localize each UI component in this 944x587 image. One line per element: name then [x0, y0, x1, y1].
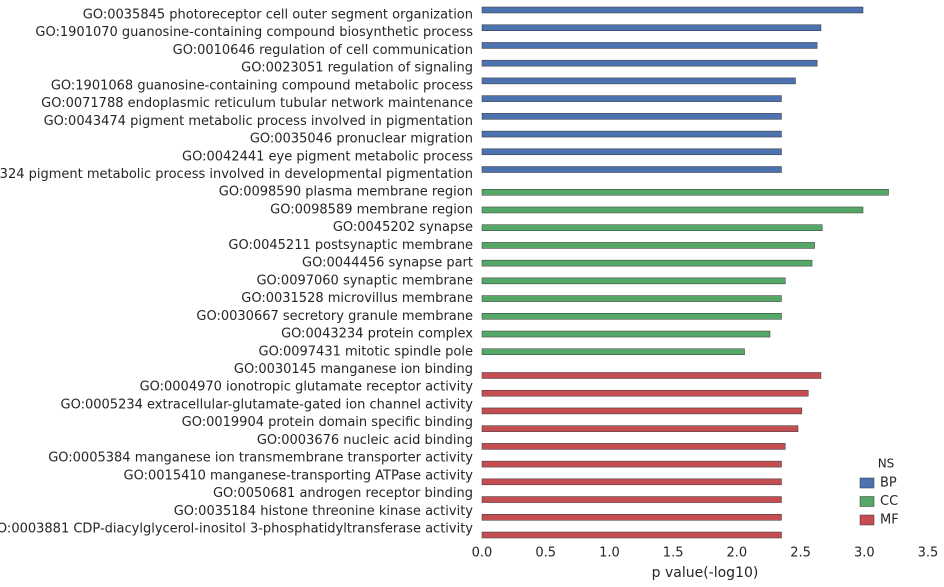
- y-tick-label: GO:0030145 manganese ion binding: [234, 362, 473, 377]
- bar: [481, 313, 782, 320]
- bar: [481, 166, 782, 173]
- y-tick-label: GO:0098590 plasma membrane region: [219, 185, 473, 200]
- y-tick-label: GO:0010646 regulation of cell communicat…: [173, 43, 473, 58]
- legend-title: NS: [878, 457, 895, 471]
- legend-swatch: [859, 514, 875, 526]
- y-tick-label: GO:0050681 androgen receptor binding: [213, 486, 473, 501]
- y-tick-label: GO:0035046 pronuclear migration: [250, 132, 473, 147]
- bar: [481, 496, 782, 503]
- bar: [481, 59, 818, 67]
- bar: [481, 443, 786, 450]
- y-tick-label: GO:0023051 regulation of signaling: [241, 61, 473, 76]
- y-tick-label: GO:0003881 CDP-diacylglycerol-inositol 3…: [0, 522, 473, 537]
- bar: [481, 425, 799, 432]
- bar: [481, 148, 782, 156]
- y-tick-label: GO:0043324 pigment metabolic process inv…: [0, 167, 473, 182]
- bar: [481, 259, 813, 267]
- bar: [481, 460, 782, 468]
- x-tick-label: 2.0: [727, 546, 748, 561]
- bar: [481, 478, 782, 486]
- bar: [481, 372, 822, 379]
- bar: [481, 130, 782, 138]
- x-tick-label: 2.5: [790, 546, 811, 561]
- x-axis-label: p value(-log10): [652, 565, 759, 581]
- x-tick-label: 0.0: [472, 546, 493, 561]
- bar: [481, 188, 889, 196]
- y-tick-label: GO:0035845 photoreceptor cell outer segm…: [83, 8, 473, 23]
- x-tick-label: 3.0: [854, 546, 875, 561]
- legend-label: MF: [880, 513, 899, 528]
- y-tick-label: GO:0005384 manganese ion transmembrane t…: [48, 451, 473, 466]
- bar: [481, 531, 782, 539]
- y-tick-label: GO:0045202 synapse: [333, 220, 473, 235]
- bar: [481, 113, 782, 120]
- bar: [481, 330, 771, 338]
- bar: [481, 6, 864, 14]
- legend-swatch: [859, 496, 875, 507]
- bar: [481, 242, 815, 249]
- bar: [481, 277, 786, 285]
- y-tick-label: GO:0043474 pigment metabolic process inv…: [44, 114, 473, 129]
- bar: [481, 206, 864, 214]
- y-tick-label: GO:0030667 secretory granule membrane: [196, 309, 473, 324]
- x-tick-label: 0.5: [535, 546, 556, 561]
- y-tick-label: GO:0042441 eye pigment metabolic process: [182, 149, 473, 164]
- bar: [481, 407, 803, 415]
- y-tick-label: GO:0044456 synapse part: [302, 256, 473, 271]
- y-tick-label: GO:1901068 guanosine-containing compound…: [51, 78, 473, 93]
- x-tick-label: 1.5: [663, 546, 684, 561]
- bar: [481, 295, 782, 302]
- y-tick-label: GO:0097060 synaptic membrane: [256, 273, 473, 288]
- x-tick-label: 3.5: [918, 546, 939, 561]
- bar: [481, 24, 822, 31]
- y-tick-label: GO:0015410 manganese-transporting ATPase…: [124, 468, 474, 483]
- y-tick-label: GO:1901070 guanosine-containing compound…: [35, 25, 473, 40]
- y-tick-label: GO:0031528 microvillus membrane: [241, 291, 473, 306]
- bar: [481, 95, 782, 102]
- bar: [481, 514, 782, 521]
- y-tick-label: GO:0071788 endoplasmic reticulum tubular…: [41, 96, 473, 111]
- y-tick-label: GO:0098589 membrane region: [270, 202, 473, 217]
- y-tick-label: GO:0003676 nucleic acid binding: [257, 433, 473, 448]
- y-tick-label: GO:0004970 ionotropic glutamate receptor…: [140, 380, 474, 395]
- y-tick-label: GO:0043234 protein complex: [281, 327, 473, 342]
- y-tick-label: GO:0045211 postsynaptic membrane: [228, 238, 473, 253]
- legend-label: CC: [880, 494, 898, 509]
- bar: [481, 224, 823, 231]
- x-tick-label: 1.0: [599, 546, 620, 561]
- y-tick-label: GO:0019904 protein domain specific bindi…: [182, 415, 473, 430]
- bar: [481, 389, 809, 397]
- legend-label: BP: [880, 476, 897, 491]
- legend-swatch: [859, 477, 875, 489]
- bar: [481, 42, 818, 49]
- y-tick-label: GO:0035184 histone threonine kinase acti…: [174, 504, 474, 519]
- y-tick-label: GO:0097431 mitotic spindle pole: [259, 344, 474, 359]
- bar: [481, 348, 745, 356]
- bar: [481, 77, 796, 85]
- y-tick-label: GO:0005234 extracellular-glutamate-gated…: [61, 397, 474, 412]
